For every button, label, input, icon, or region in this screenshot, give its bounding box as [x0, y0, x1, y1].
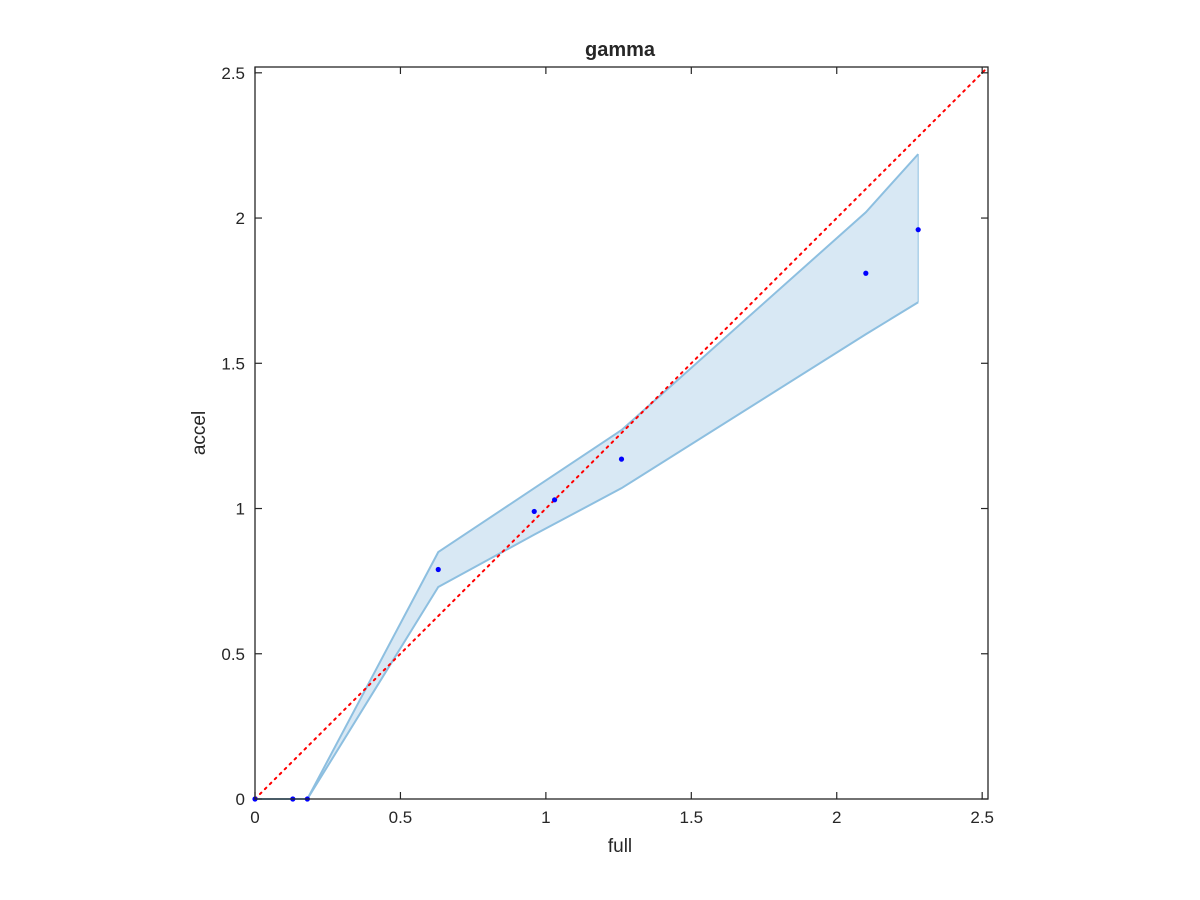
confidence-band-area [255, 154, 919, 800]
chart-title: gamma [585, 39, 656, 61]
reference-line-layer [254, 66, 989, 800]
x-tick-label: 2.5 [970, 808, 994, 827]
x-tick-label: 2 [832, 808, 841, 827]
reference-line [254, 66, 989, 800]
y-tick-label: 2 [236, 209, 245, 228]
x-tick-label: 1.5 [679, 808, 703, 827]
y-axis-label: accel [189, 411, 210, 455]
y-tick-label: 0 [236, 790, 245, 809]
data-point [435, 566, 441, 573]
data-point [551, 497, 558, 503]
confidence-band-layer [255, 153, 919, 800]
y-tick-label: 1.5 [221, 354, 245, 373]
data-point [531, 508, 537, 515]
x-tick-label: 0 [250, 808, 259, 827]
data-point [618, 456, 625, 462]
y-tick-label: 0.5 [221, 645, 245, 664]
y-tick-label: 1 [236, 500, 245, 519]
ticks-layer: 0 0.5 1 1.5 2 2.5 0 0.5 1 1.5 2 2.5 [221, 64, 994, 827]
x-axis-label: full [608, 836, 632, 857]
x-tick-label: 1 [541, 808, 550, 827]
data-point [915, 227, 921, 233]
band-lower-edge [255, 301, 919, 800]
data-point [863, 270, 869, 276]
axes-box [254, 66, 989, 800]
x-tick-label: 0.5 [389, 808, 413, 827]
axes-layer [254, 66, 989, 800]
y-tick-label: 2.5 [221, 64, 245, 83]
